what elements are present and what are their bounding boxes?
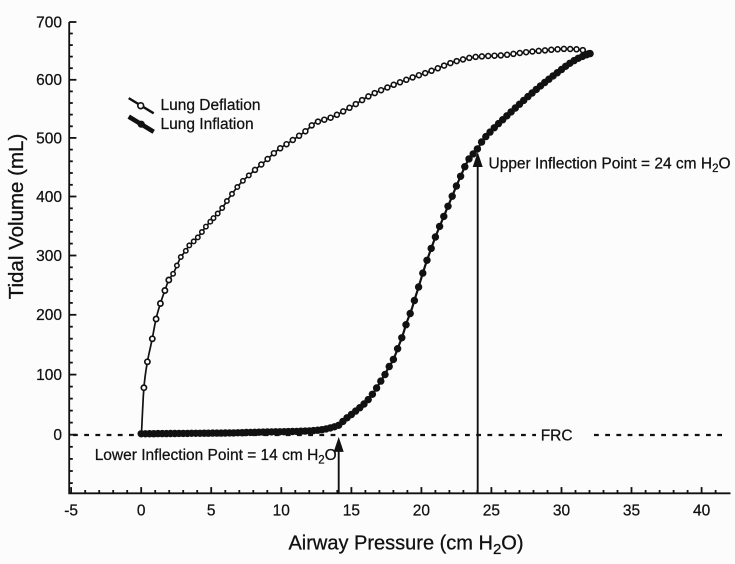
svg-text:35: 35 (623, 503, 640, 520)
svg-text:FRC: FRC (541, 427, 573, 444)
svg-text:500: 500 (36, 130, 62, 147)
svg-text:200: 200 (36, 307, 62, 324)
svg-text:5: 5 (207, 503, 216, 520)
svg-text:Upper Inflection Point = 24 cm: Upper Inflection Point = 24 cm H2O (489, 156, 731, 176)
svg-text:Lower Inflection Point = 14 cm: Lower Inflection Point = 14 cm H2O (95, 447, 337, 467)
svg-text:-5: -5 (64, 503, 78, 520)
svg-text:600: 600 (36, 72, 62, 89)
svg-text:700: 700 (36, 14, 62, 31)
svg-text:300: 300 (36, 248, 62, 265)
svg-text:Lung Inflation: Lung Inflation (161, 116, 254, 133)
svg-text:0: 0 (137, 503, 146, 520)
svg-text:25: 25 (483, 503, 500, 520)
svg-text:0: 0 (53, 427, 62, 444)
svg-text:100: 100 (36, 367, 62, 384)
svg-text:20: 20 (413, 503, 431, 520)
svg-text:Airway Pressure (cm H2O): Airway Pressure (cm H2O) (288, 533, 523, 559)
svg-text:Lung Deflation: Lung Deflation (161, 97, 261, 114)
svg-text:10: 10 (273, 503, 291, 520)
svg-text:30: 30 (553, 503, 571, 520)
svg-text:400: 400 (36, 189, 62, 206)
svg-text:Tidal Volume (mL): Tidal Volume (mL) (5, 134, 28, 300)
svg-text:40: 40 (693, 503, 711, 520)
svg-text:15: 15 (343, 503, 360, 520)
